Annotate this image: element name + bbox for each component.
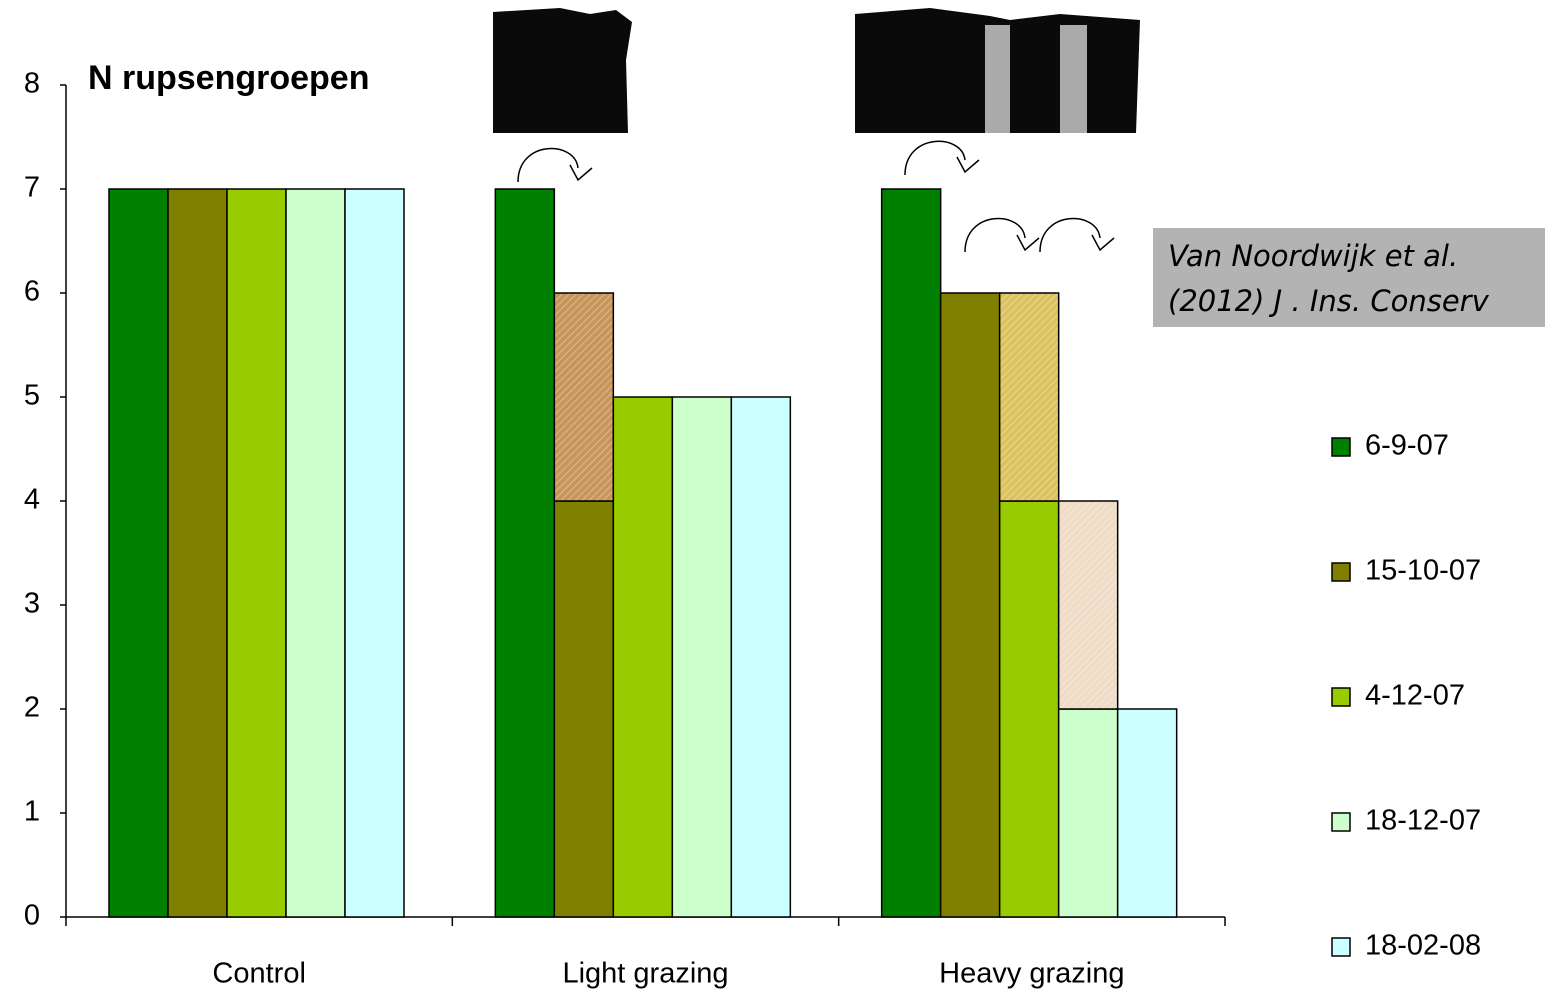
photo bbox=[493, 8, 1140, 133]
y-tick-label: 4 bbox=[24, 484, 40, 516]
bar bbox=[1116, 708, 1178, 918]
bar bbox=[108, 188, 169, 918]
bar-hatched bbox=[553, 292, 615, 502]
bar bbox=[285, 188, 346, 918]
bar bbox=[167, 188, 228, 918]
bar bbox=[671, 396, 733, 918]
bar bbox=[998, 500, 1060, 918]
y-tick-label: 1 bbox=[24, 796, 40, 828]
legend-swatch bbox=[1331, 812, 1351, 832]
legend-label: 15-10-07 bbox=[1365, 555, 1481, 587]
legend-label: 18-02-08 bbox=[1365, 930, 1481, 962]
bar bbox=[939, 292, 1001, 918]
y-tick-label: 8 bbox=[24, 68, 40, 100]
bar bbox=[612, 396, 674, 918]
bar-hatched bbox=[998, 292, 1060, 502]
bar bbox=[1057, 708, 1119, 918]
bar-hatched bbox=[1057, 500, 1119, 710]
y-tick-label: 7 bbox=[24, 172, 40, 204]
annotation-box bbox=[1153, 228, 1545, 327]
arrow bbox=[517, 140, 1115, 253]
chart-title: N rupsengroepen bbox=[88, 59, 369, 97]
x-tick-label: Control bbox=[212, 958, 306, 990]
x-tick-label: Heavy grazing bbox=[939, 958, 1124, 990]
legend-swatch bbox=[1331, 437, 1351, 457]
y-tick-label: 5 bbox=[24, 380, 40, 412]
bar bbox=[494, 188, 556, 918]
legend-swatch bbox=[1331, 937, 1351, 957]
bar bbox=[553, 500, 615, 918]
legend-swatch bbox=[1331, 687, 1351, 707]
legend-label: 6-9-07 bbox=[1365, 430, 1449, 462]
annotation: (2012) J . Ins. Conserv bbox=[1168, 284, 1490, 318]
legend-label: 4-12-07 bbox=[1365, 680, 1465, 712]
y-tick-label: 6 bbox=[24, 276, 40, 308]
x-tick-label: Light grazing bbox=[562, 958, 728, 990]
legend-label: 18-12-07 bbox=[1365, 805, 1481, 837]
bar bbox=[880, 188, 942, 918]
bar bbox=[730, 396, 792, 918]
y-tick-label: 3 bbox=[24, 588, 40, 620]
y-tick-label: 0 bbox=[24, 900, 40, 932]
bar bbox=[226, 188, 287, 918]
y-tick-label: 2 bbox=[24, 692, 40, 724]
bar bbox=[344, 188, 405, 918]
legend-swatch bbox=[1331, 562, 1351, 582]
annotation: Van Noordwijk et al. bbox=[1168, 239, 1458, 273]
